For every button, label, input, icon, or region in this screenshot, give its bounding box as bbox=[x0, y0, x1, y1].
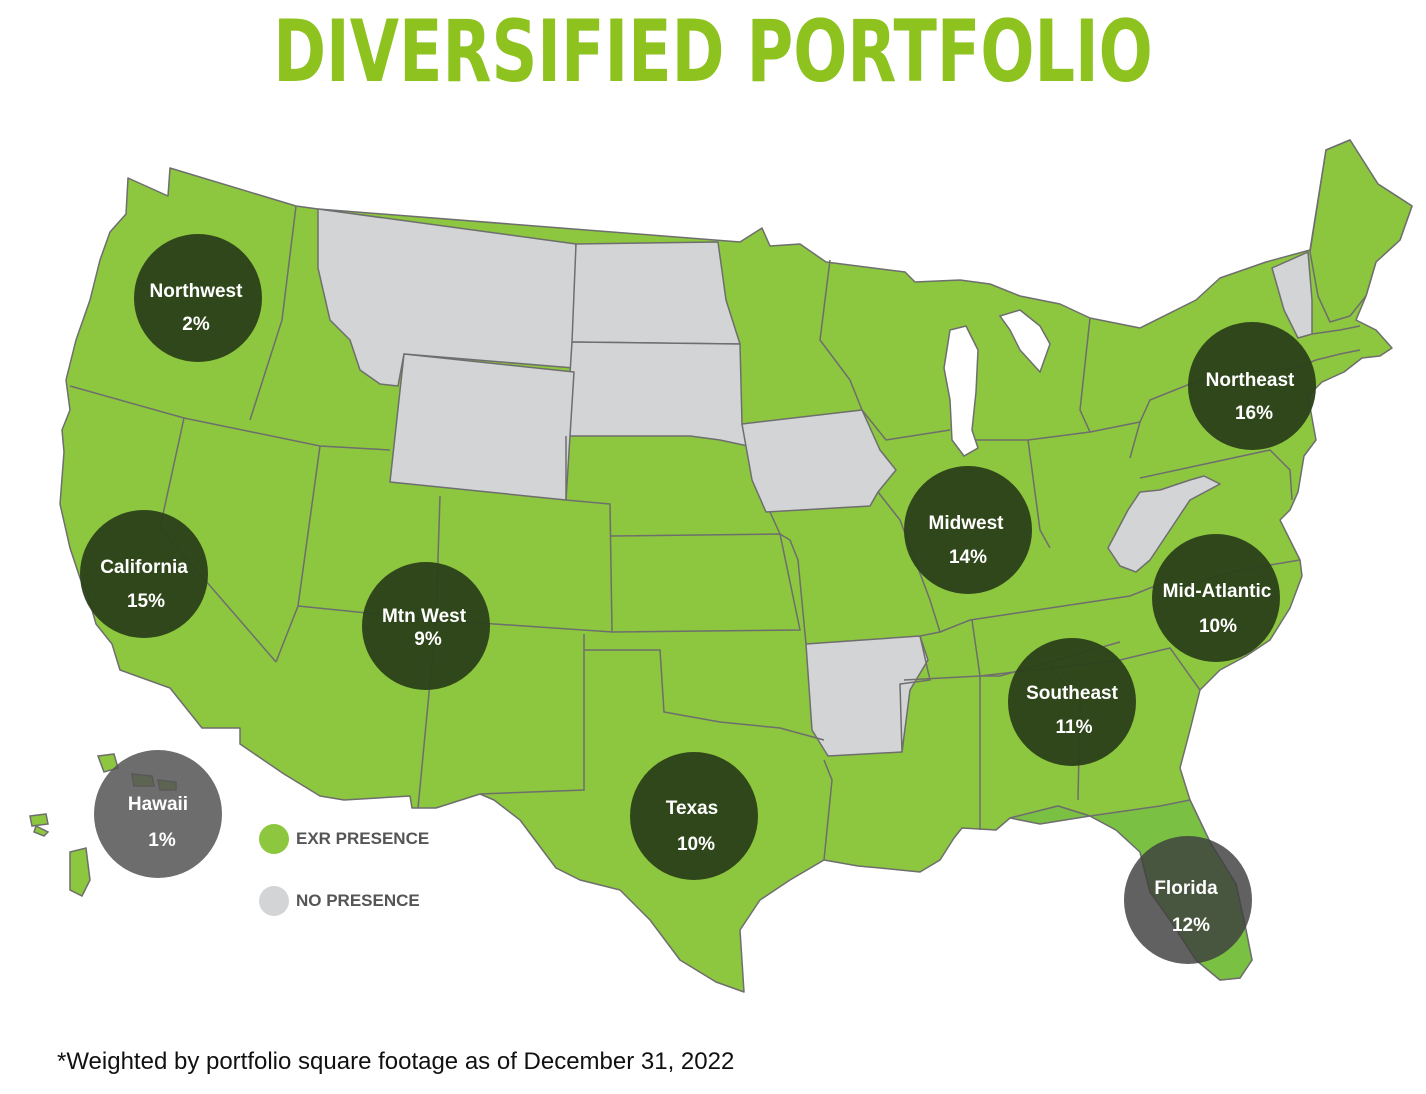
region-share-midwest: 14% bbox=[949, 547, 987, 568]
region-circle-midwest: Midwest 14% bbox=[904, 466, 1032, 594]
region-name-southeast: Southeast bbox=[1026, 683, 1119, 704]
region-circle-northeast: Northeast 16% bbox=[1188, 322, 1316, 450]
state-maine bbox=[1309, 139, 1413, 323]
region-name-florida: Florida bbox=[1154, 878, 1218, 899]
region-share-northeast: 16% bbox=[1235, 403, 1273, 424]
region-share-florida: 12% bbox=[1172, 915, 1210, 936]
region-name-northwest: Northwest bbox=[150, 281, 244, 302]
region-share-mtn-west: 9% bbox=[414, 629, 442, 650]
region-name-mtn-west: Mtn West bbox=[382, 606, 467, 627]
legend-label-presence: EXR PRESENCE bbox=[296, 829, 429, 848]
region-name-mid-atlantic: Mid-Atlantic bbox=[1163, 581, 1272, 602]
state-west-virginia bbox=[1107, 475, 1221, 573]
legend-swatch-presence bbox=[259, 824, 289, 854]
lake-huron bbox=[998, 309, 1051, 374]
region-share-hawaii: 1% bbox=[148, 830, 176, 851]
legend-swatch-no-presence bbox=[259, 886, 289, 916]
region-share-mid-atlantic: 10% bbox=[1199, 616, 1237, 637]
state-wyoming bbox=[389, 353, 575, 501]
legend-label-no-presence: NO PRESENCE bbox=[296, 891, 420, 910]
region-circle-northwest: Northwest 2% bbox=[134, 234, 262, 362]
region-circle-california: California 15% bbox=[80, 510, 208, 638]
region-circle-mtn-west: Mtn West 9% bbox=[362, 562, 490, 690]
region-share-southeast: 11% bbox=[1056, 717, 1093, 738]
region-share-texas: 10% bbox=[677, 834, 715, 855]
lake-michigan bbox=[943, 325, 979, 457]
footnote: *Weighted by portfolio square footage as… bbox=[57, 1048, 735, 1075]
region-circle-florida: Florida 12% bbox=[1124, 836, 1252, 964]
region-name-california: California bbox=[100, 557, 188, 578]
region-name-northeast: Northeast bbox=[1206, 370, 1295, 391]
page-title: DIVERSIFIED PORTFOLIO bbox=[273, 2, 1153, 102]
state-south-dakota bbox=[565, 341, 749, 447]
region-circle-hawaii: Hawaii 1% bbox=[94, 750, 222, 878]
region-name-midwest: Midwest bbox=[929, 513, 1005, 534]
region-circle-texas: Texas 10% bbox=[630, 752, 758, 880]
legend: EXR PRESENCE NO PRESENCE bbox=[259, 824, 429, 916]
region-name-texas: Texas bbox=[666, 798, 718, 819]
region-share-northwest: 2% bbox=[182, 314, 210, 335]
state-north-dakota bbox=[571, 241, 741, 345]
region-circle-mid-atlantic: Mid-Atlantic 10% bbox=[1152, 534, 1280, 662]
region-name-hawaii: Hawaii bbox=[128, 794, 188, 815]
region-share-california: 15% bbox=[127, 591, 165, 612]
region-circle-southeast: Southeast 11% bbox=[1008, 638, 1136, 766]
